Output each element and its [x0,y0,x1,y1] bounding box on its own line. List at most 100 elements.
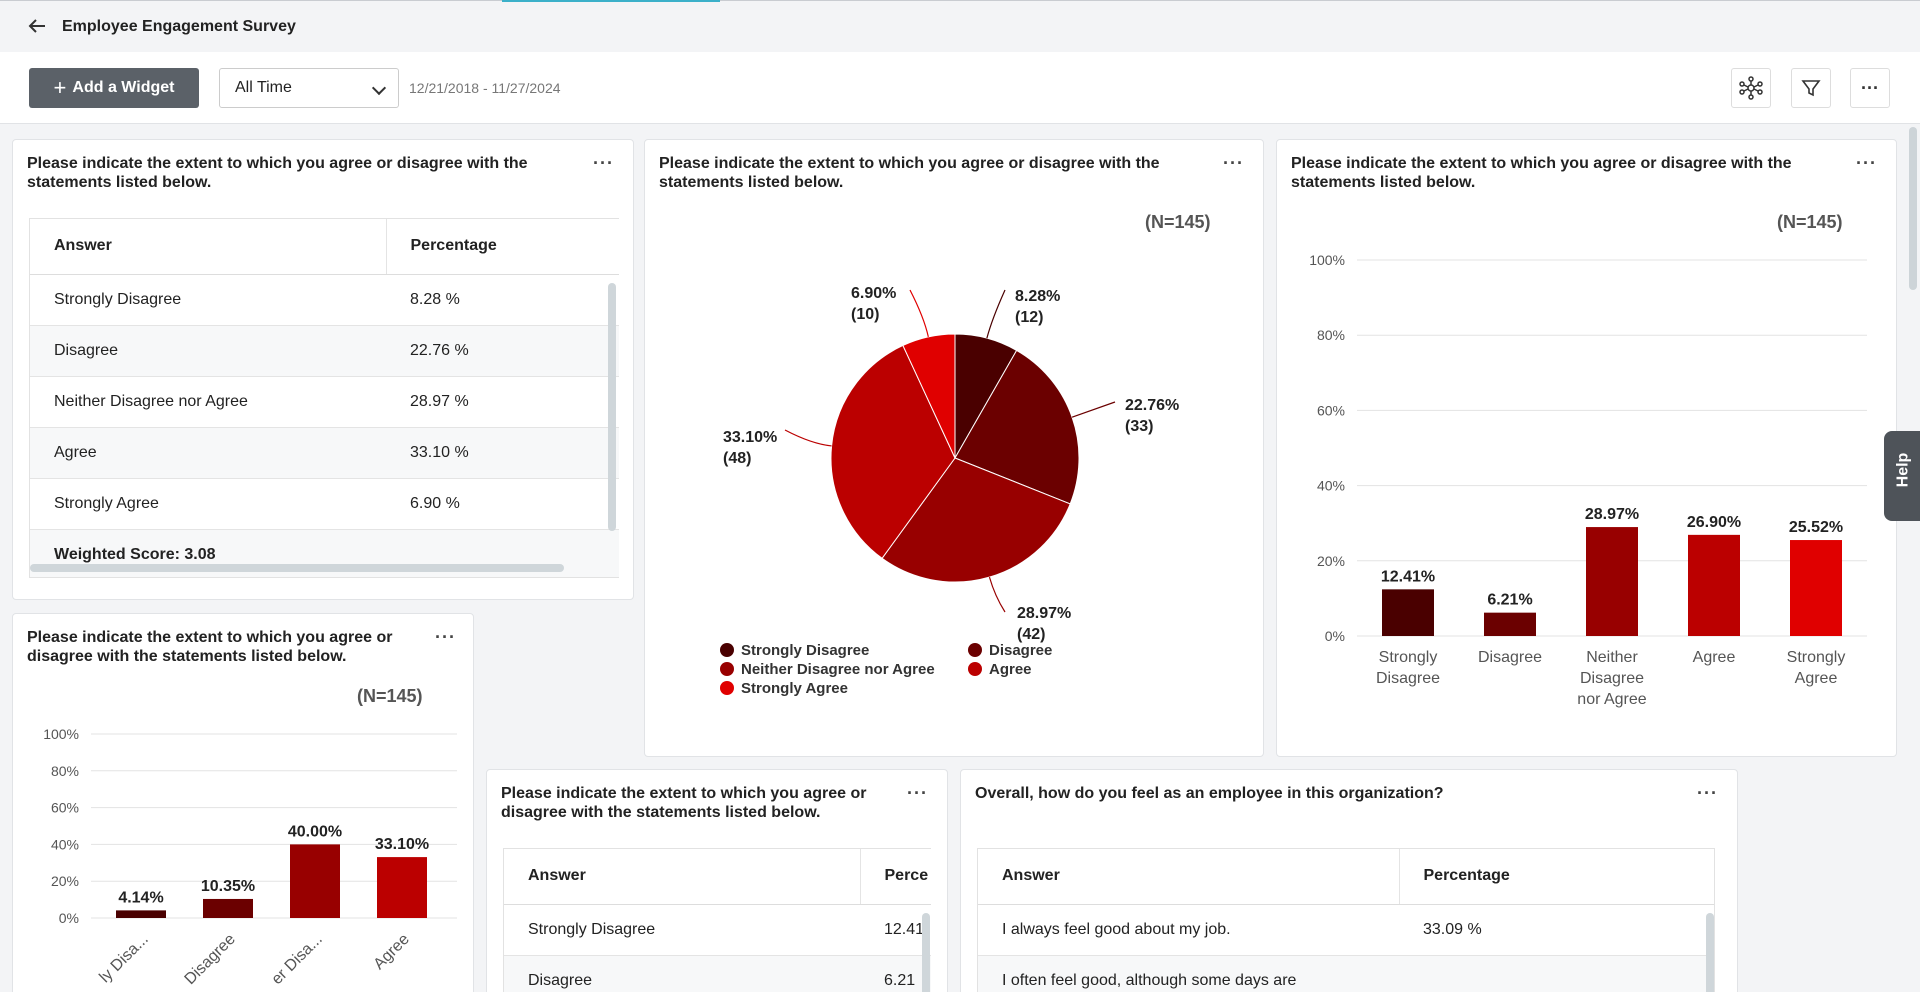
widget-question: Please indicate the extent to which you … [659,155,1160,191]
answer-cell: I always feel good about my job. [978,904,1399,956]
bar [1586,527,1638,636]
bar-value-label: 12.41% [1381,568,1435,585]
pie-leader-line [986,289,1006,339]
toolbar: + Add a Widget All Time 12/21/2018 - 11/… [0,52,1920,124]
x-tick-label: Agree [1795,670,1838,687]
widget-question: Please indicate the extent to which you … [501,785,867,821]
top-bar: Employee Engagement Survey [0,0,1920,52]
col-header-percentage[interactable]: Percentage [386,219,619,275]
y-tick-label: 80% [51,763,79,779]
widget-pie-chart: Please indicate the extent to which you … [644,139,1264,757]
pie-count-label: (48) [723,450,751,467]
bar-value-label: 28.97% [1585,506,1639,523]
pie-count-label: (42) [1017,626,1045,643]
horizontal-scrollbar[interactable] [30,564,564,572]
bar [290,844,340,918]
x-tick-label: y A [472,931,475,959]
pie-count-label: (10) [851,306,879,323]
y-tick-label: 40% [51,836,79,852]
vertical-scrollbar[interactable] [922,913,930,992]
x-tick-label: Disagree [182,931,239,988]
col-header-answer[interactable]: Answer [504,849,861,905]
legend-label: Disagree [989,642,1052,659]
col-header-answer[interactable]: Answer [30,219,387,275]
table-row: I often feel good, although some days ar… [978,955,1714,992]
widget-menu-icon[interactable]: ··· [593,153,614,173]
plus-icon: + [53,75,67,100]
col-header-answer[interactable]: Answer [978,849,1400,905]
x-tick-label: Agree [371,931,413,973]
table-frame: Answer Percentage I always feel good abo… [977,848,1715,992]
bar [116,910,166,918]
bar-value-label: 4.14% [118,889,163,906]
chevron-down-icon [371,80,387,96]
dashboard-canvas: Please indicate the extent to which you … [0,125,1920,992]
legend-dot [720,681,734,695]
x-tick-label: ly Disa... [96,931,151,986]
add-widget-button[interactable]: + Add a Widget [29,68,199,108]
percentage-cell: 6.90 % [386,478,619,530]
percentage-cell: 6.21 [860,955,931,992]
table-row: Disagree 22.76 % [30,325,619,377]
y-tick-label: 20% [51,873,79,889]
widget-menu-icon[interactable]: ··· [1697,783,1718,803]
answer-cell: I often feel good, although some days ar… [978,955,1399,992]
more-icon: ··· [1861,78,1879,98]
pie-slice [902,333,956,459]
bar-chart: 0% 20% 40% 60% 80% 100% 12.41% Strongly Disagree… [1309,252,1867,708]
answer-cell: Disagree [504,955,860,992]
vertical-scrollbar[interactable] [1706,913,1714,992]
pie-leader-line [909,289,929,338]
vertical-scrollbar[interactable] [608,283,616,531]
table-frame: Answer Percentage Strongly Disagree 8.28 … [29,218,619,578]
widget-question: Please indicate the extent to which you … [27,155,528,191]
date-range: 12/21/2018 - 11/27/2024 [409,80,561,96]
widget-question: Please indicate the extent to which you … [27,629,393,665]
bar [1688,534,1740,636]
widget-menu-icon[interactable]: ··· [907,783,928,803]
widget-table-3: Overall, how do you feel as an employee … [960,769,1738,992]
table-row: Strongly Disagree 12.41 [504,904,931,956]
widget-menu-icon[interactable]: ··· [1223,153,1244,173]
col-header-percentage[interactable]: Perce [860,849,931,905]
bar-value-label: 25.52% [1789,519,1843,536]
legend-label: Agree [989,661,1032,678]
y-tick-label: 0% [1325,628,1345,644]
back-arrow-icon[interactable] [26,15,50,39]
table-row: Neither Disagree nor Agree 28.97 % [30,376,619,428]
answer-cell: Strongly Agree [30,478,386,530]
help-button[interactable]: Help [1884,431,1920,521]
bar-value-label: 10.35% [201,878,255,895]
time-filter-value: All Time [235,79,292,96]
y-tick-label: 40% [1317,478,1345,494]
network-icon [1739,76,1763,100]
x-tick-label: Disagree [1478,649,1542,666]
answer-table: Answer Percentage Strongly Disagree 8.28 … [30,219,619,577]
table-row: Disagree 6.21 [504,955,931,992]
col-header-percentage[interactable]: Percentage [1399,849,1714,905]
legend-dot [968,643,982,657]
n-count-label: (N=145) [1145,212,1211,232]
legend-label: Strongly Agree [741,680,848,697]
add-widget-label: Add a Widget [72,79,175,96]
bar [1484,612,1536,636]
pie-data-label: 22.76% [1125,397,1179,414]
page-title: Employee Engagement Survey [62,18,296,35]
pie-data-label: 28.97% [1017,605,1071,622]
y-tick-label: 0% [59,910,79,926]
percentage-cell: 28.97 % [386,376,619,428]
more-options-button[interactable]: ··· [1850,68,1890,108]
filter-button[interactable] [1791,68,1831,108]
network-button[interactable] [1731,68,1771,108]
percentage-cell: 33.10 % [386,427,619,479]
pie-leader-line [988,576,1006,613]
table-row: Strongly Agree 6.90 % [30,478,619,530]
widget-menu-icon[interactable]: ··· [435,627,456,647]
page-scrollbar[interactable] [1909,127,1917,290]
filter-icon [1801,80,1821,97]
bar-value-label: 33.10% [375,836,429,853]
widget-table-2: Please indicate the extent to which you … [486,769,948,992]
time-filter-dropdown[interactable]: All Time [219,68,399,108]
widget-menu-icon[interactable]: ··· [1856,153,1877,173]
pie-slice [881,457,1071,583]
